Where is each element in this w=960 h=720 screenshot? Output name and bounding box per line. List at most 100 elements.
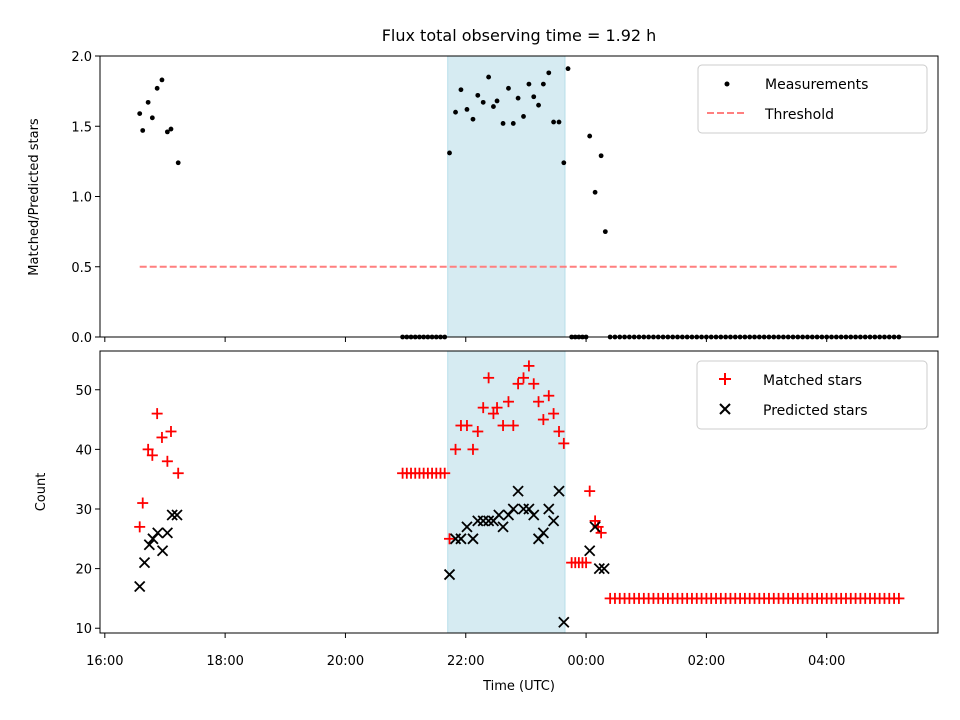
measurement-point bbox=[536, 102, 541, 108]
predicted-star-point bbox=[482, 515, 495, 527]
measurement-point bbox=[458, 87, 464, 93]
measurement-point bbox=[486, 74, 492, 80]
matched-star-point bbox=[142, 443, 154, 455]
predicted-star-point bbox=[134, 580, 146, 593]
matched-star-point bbox=[161, 455, 173, 467]
measurement-point bbox=[540, 81, 546, 87]
x-axis-label: Time (UTC) bbox=[482, 679, 555, 694]
matched-star-point bbox=[502, 396, 514, 408]
measurement-point bbox=[565, 66, 571, 72]
measurement-point bbox=[154, 85, 160, 91]
measurement-point bbox=[175, 160, 181, 166]
top-x-ticks bbox=[104, 337, 828, 342]
top-y-axis-label: Matched/Predicted stars bbox=[27, 118, 42, 276]
matched-star-point bbox=[439, 467, 451, 479]
matched-star-point bbox=[467, 443, 479, 455]
matched-star-point bbox=[533, 396, 545, 408]
predicted-star-point bbox=[558, 616, 570, 628]
bottom-y-axis-label: Count bbox=[34, 473, 49, 512]
measurement-point bbox=[159, 77, 165, 83]
top-y-tick-label: 1.0 bbox=[71, 191, 92, 206]
measurement-point bbox=[168, 126, 174, 132]
measurement-point bbox=[561, 160, 567, 166]
predicted-star-point bbox=[461, 521, 473, 533]
matched-star-point bbox=[548, 408, 560, 420]
bottom-legend-frame bbox=[696, 360, 928, 430]
bottom-legend: Matched stars Predicted stars bbox=[696, 360, 928, 430]
matched-star-point bbox=[543, 390, 555, 402]
legend-measurements-label: Measurements bbox=[765, 77, 868, 93]
predicted-stars-points bbox=[134, 485, 610, 628]
bottom-x-tick-label: 16:00 bbox=[86, 654, 123, 669]
matched-star-point bbox=[537, 414, 549, 426]
bottom-y-tick-label: 50 bbox=[75, 384, 92, 399]
measurement-point bbox=[587, 133, 593, 139]
matched-star-point bbox=[595, 527, 607, 539]
measurement-point bbox=[521, 114, 526, 119]
matched-star-point bbox=[172, 467, 184, 479]
measurement-point bbox=[506, 85, 511, 91]
bottom-x-tick-label: 18:00 bbox=[206, 654, 243, 669]
legend-measurements-marker bbox=[724, 81, 730, 87]
bottom-x-tick-label: 00:00 bbox=[567, 654, 604, 669]
legend-predicted-marker bbox=[719, 403, 731, 415]
predicted-star-point bbox=[161, 527, 174, 539]
matched-star-point bbox=[461, 420, 473, 432]
measurement-point bbox=[480, 99, 486, 105]
predicted-star-point bbox=[598, 562, 610, 575]
top-observing-span bbox=[447, 55, 566, 338]
matched-star-point bbox=[497, 420, 509, 432]
predicted-star-point bbox=[512, 485, 524, 497]
matched-star-point bbox=[477, 402, 489, 414]
measurement-point bbox=[453, 109, 458, 115]
measurement-point bbox=[447, 150, 452, 156]
predicted-star-point bbox=[467, 533, 479, 545]
matched-star-point bbox=[580, 557, 592, 569]
predicted-star-point bbox=[528, 509, 540, 521]
bottom-x-ticks: 16:00 18:00 20:00 22:00 00:00 02:00 04:00 bbox=[86, 633, 845, 669]
measurement-point bbox=[149, 115, 155, 121]
matched-star-point bbox=[450, 443, 462, 455]
matched-star-point bbox=[589, 515, 601, 527]
matched-star-point bbox=[507, 420, 519, 432]
predicted-star-point bbox=[593, 562, 605, 575]
matched-star-point bbox=[165, 425, 177, 437]
measurement-point bbox=[602, 229, 608, 235]
matched-stars-points bbox=[134, 360, 905, 604]
legend-threshold-label: Threshold bbox=[764, 107, 834, 123]
bottom-observing-span bbox=[447, 350, 566, 634]
predicted-star-point bbox=[156, 545, 169, 557]
top-y-tick-label: 2.0 bbox=[71, 50, 92, 65]
bottom-x-tick-label: 02:00 bbox=[688, 654, 725, 669]
predicted-star-point bbox=[589, 521, 601, 533]
predicted-star-point bbox=[493, 509, 505, 521]
top-y-tick-label: 0.5 bbox=[71, 261, 92, 276]
top-y-tick-label: 0.0 bbox=[71, 331, 92, 346]
bottom-y-tick-label: 40 bbox=[75, 443, 92, 458]
matched-star-point bbox=[893, 592, 905, 604]
matched-star-point bbox=[137, 497, 149, 509]
predicted-star-point bbox=[171, 509, 183, 521]
measurement-point bbox=[515, 95, 521, 101]
measurement-point bbox=[137, 111, 143, 117]
matched-star-point bbox=[472, 425, 484, 437]
matched-star-point bbox=[444, 533, 456, 545]
top-y-tick-label: 1.5 bbox=[71, 120, 92, 135]
matched-star-point bbox=[584, 485, 596, 497]
top-legend: Measurements Threshold bbox=[697, 64, 928, 134]
predicted-star-point bbox=[166, 509, 178, 521]
bottom-x-tick-label: 04:00 bbox=[808, 654, 845, 669]
bottom-x-tick-label: 22:00 bbox=[447, 654, 484, 669]
measurement-point bbox=[491, 104, 496, 109]
bottom-y-ticks: 10 20 30 40 50 bbox=[75, 384, 100, 637]
predicted-star-point bbox=[547, 515, 560, 527]
chart-title: Flux total observing time = 1.92 h bbox=[382, 26, 657, 45]
matched-star-point bbox=[151, 408, 163, 420]
bottom-y-tick-label: 30 bbox=[75, 503, 92, 518]
matched-star-point bbox=[156, 431, 168, 443]
predicted-star-point bbox=[443, 568, 456, 581]
predicted-star-point bbox=[584, 545, 596, 557]
matched-star-point bbox=[146, 449, 158, 461]
bottom-x-tick-label: 20:00 bbox=[327, 654, 364, 669]
